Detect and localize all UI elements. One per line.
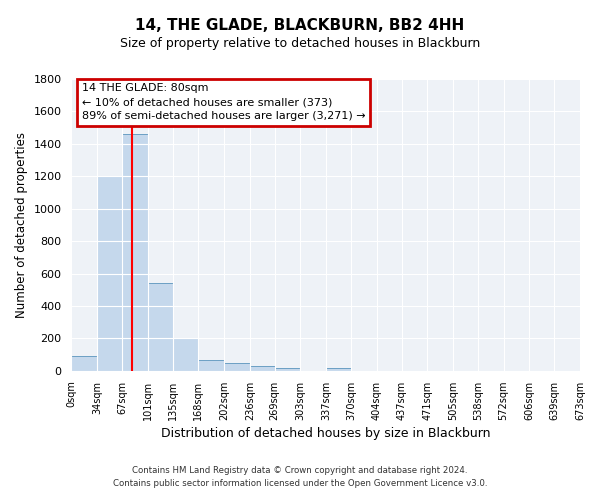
Bar [148,284,173,371]
Text: 14, THE GLADE, BLACKBURN, BB2 4HH: 14, THE GLADE, BLACKBURN, BB2 4HH [136,18,464,32]
Y-axis label: Number of detached properties: Number of detached properties [15,132,28,318]
Bar [275,368,301,371]
Bar [326,368,351,371]
Text: Size of property relative to detached houses in Blackburn: Size of property relative to detached ho… [120,38,480,51]
Bar [250,366,275,371]
Bar [97,176,122,371]
Bar [224,363,250,371]
Bar [199,360,224,371]
Bar [71,356,97,371]
Text: 14 THE GLADE: 80sqm
← 10% of detached houses are smaller (373)
89% of semi-detac: 14 THE GLADE: 80sqm ← 10% of detached ho… [82,84,365,122]
X-axis label: Distribution of detached houses by size in Blackburn: Distribution of detached houses by size … [161,427,490,440]
Bar [173,338,199,371]
Bar [122,134,148,371]
Text: Contains HM Land Registry data © Crown copyright and database right 2024.
Contai: Contains HM Land Registry data © Crown c… [113,466,487,487]
